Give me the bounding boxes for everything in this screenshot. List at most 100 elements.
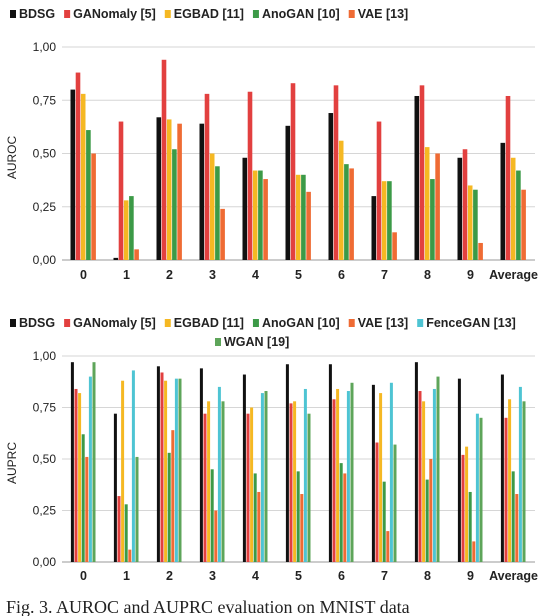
bar-ganomaly-0 bbox=[74, 388, 78, 562]
bar-vae-6 bbox=[349, 168, 354, 260]
x-category-label: 0 bbox=[80, 569, 87, 583]
x-category-label: 8 bbox=[424, 569, 431, 583]
bar-vae-5 bbox=[306, 191, 311, 260]
bar-bdsg-3 bbox=[199, 368, 203, 562]
bar-vae-average bbox=[515, 494, 519, 562]
x-category-label: 6 bbox=[338, 569, 345, 583]
bar-anogan-6 bbox=[339, 463, 343, 562]
legend-swatch bbox=[252, 319, 259, 327]
bar-egbad-4 bbox=[250, 407, 254, 562]
bar-egbad-0 bbox=[78, 393, 82, 562]
x-category-label: 5 bbox=[295, 268, 302, 282]
x-category-label: 4 bbox=[252, 569, 259, 583]
bar-fencegan-2 bbox=[174, 378, 178, 562]
legend-entry: GANomaly [5] bbox=[73, 7, 156, 21]
bar-bdsg-2 bbox=[156, 117, 162, 260]
bar-egbad-1 bbox=[123, 200, 129, 260]
y-tick-label: 0,00 bbox=[33, 253, 57, 267]
bar-bdsg-4 bbox=[242, 374, 246, 562]
bar-wgan-3 bbox=[221, 401, 225, 562]
bar-fencegan-7 bbox=[389, 382, 393, 562]
bar-bdsg-9 bbox=[457, 157, 463, 260]
bar-ganomaly-6 bbox=[332, 399, 336, 562]
legend-entry: EGBAD [11] bbox=[174, 7, 244, 21]
auprc-chart: 0,00 0,25 0,50 0,75 1,00 AUPRC 0 1 2 3 4 5 6 7 8 9 Avera… bbox=[5, 316, 538, 583]
bar-vae-0 bbox=[85, 456, 89, 562]
legend-entry: VAE [13] bbox=[358, 7, 408, 21]
bar-anogan-0 bbox=[81, 434, 85, 562]
bar-vae-0 bbox=[91, 153, 96, 260]
bar-anogan-3 bbox=[210, 469, 214, 562]
legend-swatch bbox=[64, 10, 71, 18]
bar-wgan-9 bbox=[479, 417, 483, 562]
bar-egbad-9 bbox=[467, 185, 473, 260]
x-category-label: 9 bbox=[467, 569, 474, 583]
bar-vae-1 bbox=[128, 549, 132, 562]
y-tick-label: 0,25 bbox=[33, 200, 57, 214]
legend-entry: BDSG bbox=[19, 7, 55, 21]
bar-ganomaly-8 bbox=[419, 85, 425, 260]
bar-vae-2 bbox=[171, 430, 175, 562]
bar-bdsg-average bbox=[500, 142, 506, 260]
x-category-label: 1 bbox=[123, 569, 130, 583]
legend-swatch bbox=[252, 10, 259, 18]
y-tick-label: 1,00 bbox=[33, 349, 57, 363]
bar-egbad-8 bbox=[422, 401, 426, 562]
bar-anogan-1 bbox=[124, 504, 128, 562]
bar-egbad-2 bbox=[164, 380, 168, 562]
bar-anogan-6 bbox=[344, 164, 349, 260]
bar-ganomaly-4 bbox=[247, 91, 253, 260]
x-category-label: 7 bbox=[381, 569, 388, 583]
bar-anogan-5 bbox=[301, 174, 306, 260]
bar-bdsg-5 bbox=[285, 125, 291, 260]
legend-entry: BDSG bbox=[19, 316, 55, 330]
bar-ganomaly-1 bbox=[117, 496, 121, 562]
bar-egbad-3 bbox=[209, 153, 215, 260]
x-category-label: 9 bbox=[467, 268, 474, 282]
bar-anogan-7 bbox=[387, 181, 392, 260]
bar-ganomaly-7 bbox=[375, 442, 379, 562]
bar-egbad-7 bbox=[381, 181, 387, 260]
bar-ganomaly-5 bbox=[289, 403, 293, 562]
bar-fencegan-4 bbox=[260, 393, 264, 562]
x-category-label: 2 bbox=[166, 569, 173, 583]
bar-anogan-8 bbox=[425, 479, 429, 562]
legend-entry: AnoGAN [10] bbox=[262, 7, 340, 21]
bar-ganomaly-5 bbox=[290, 83, 296, 261]
y-tick-label: 0,50 bbox=[33, 147, 57, 161]
bar-ganomaly-2 bbox=[160, 372, 164, 562]
bar-ganomaly-1 bbox=[118, 121, 124, 260]
bar-egbad-average bbox=[508, 399, 512, 562]
bar-vae-8 bbox=[435, 153, 440, 260]
bar-anogan-8 bbox=[430, 179, 435, 260]
bar-ganomaly-9 bbox=[462, 149, 468, 260]
bar-anogan-1 bbox=[129, 196, 134, 260]
legend-entry: GANomaly [5] bbox=[73, 316, 156, 330]
bar-fencegan-0 bbox=[88, 376, 92, 562]
bar-ganomaly-0 bbox=[75, 72, 81, 260]
bar-bdsg-9 bbox=[457, 378, 461, 562]
bar-anogan-2 bbox=[172, 149, 177, 260]
x-category-label: 7 bbox=[381, 268, 388, 282]
bar-bdsg-0 bbox=[70, 362, 74, 562]
bar-vae-2 bbox=[177, 123, 182, 261]
bar-bdsg-3 bbox=[199, 123, 205, 261]
bar-bdsg-7 bbox=[371, 384, 375, 562]
bar-egbad-5 bbox=[295, 174, 301, 260]
bar-vae-average bbox=[521, 189, 526, 260]
bar-vae-5 bbox=[300, 494, 304, 562]
bar-ganomaly-2 bbox=[161, 59, 167, 260]
bar-wgan-4 bbox=[264, 391, 268, 562]
bar-egbad-average bbox=[510, 157, 516, 260]
bar-wgan-2 bbox=[178, 378, 182, 562]
x-category-label: Average bbox=[489, 569, 538, 583]
bar-vae-9 bbox=[472, 541, 476, 562]
bar-egbad-6 bbox=[336, 388, 340, 562]
legend-swatch bbox=[64, 319, 71, 327]
bar-vae-6 bbox=[343, 473, 347, 562]
bar-anogan-9 bbox=[468, 491, 472, 562]
y-tick-label: 0,75 bbox=[33, 93, 57, 107]
bar-vae-3 bbox=[220, 208, 225, 260]
bar-fencegan-6 bbox=[346, 391, 350, 562]
